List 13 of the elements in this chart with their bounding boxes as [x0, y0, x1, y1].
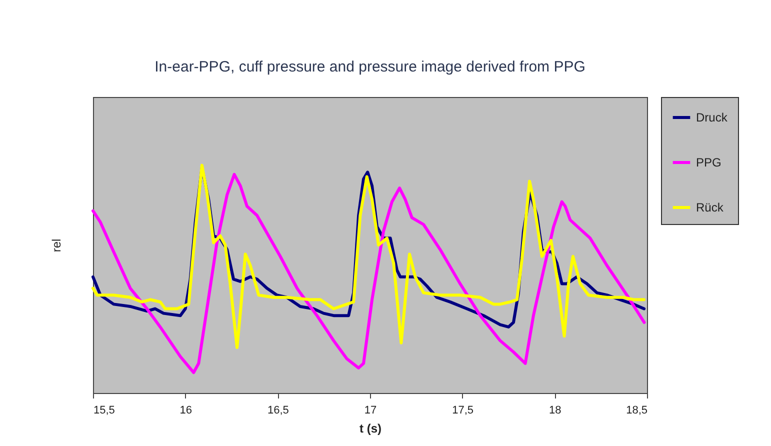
x-tick-label: 15,5 [94, 404, 115, 416]
legend-label: Druck [696, 110, 728, 124]
legend-label: PPG [696, 156, 722, 170]
x-tick-label: 16,5 [267, 404, 289, 416]
x-tick-label: 17,5 [452, 404, 474, 416]
y-axis-title: rel [50, 238, 64, 252]
chart-title: In-ear-PPG, cuff pressure and pressure image derived from PPG [154, 58, 586, 76]
legend-label: Rück [696, 200, 724, 214]
x-tick-label: 17 [364, 404, 377, 416]
x-axis-title: t (s) [360, 422, 382, 436]
x-tick-label: 18 [549, 404, 562, 416]
x-tick-label: 16 [180, 404, 192, 416]
x-tick-label: 18,5 [626, 404, 648, 416]
